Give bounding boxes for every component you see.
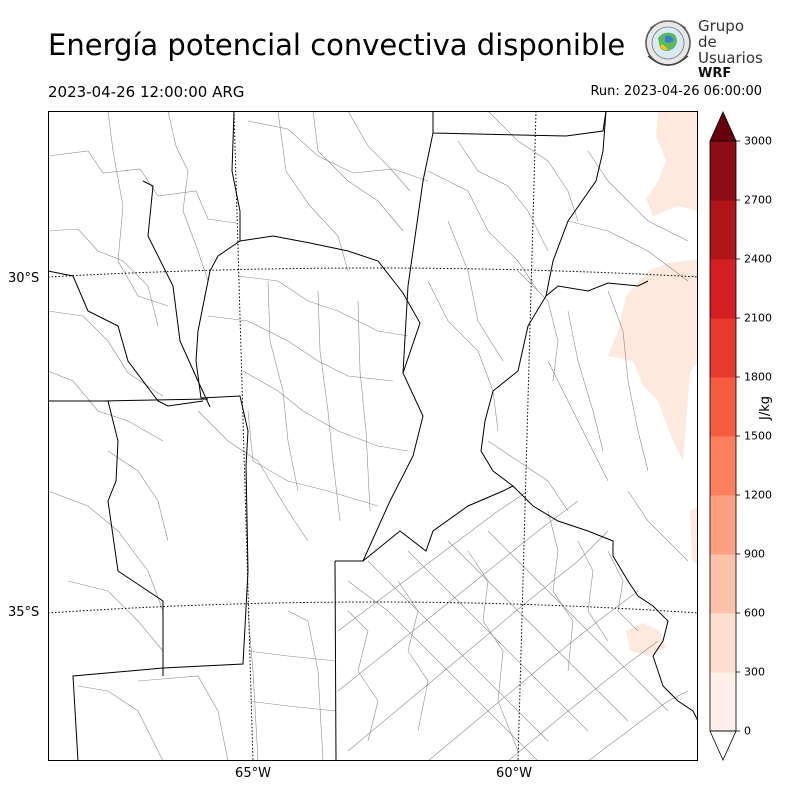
colorbar-tick-label: 1500	[744, 430, 772, 443]
border-path	[195, 270, 249, 467]
colorbar: 0 300 600 900 1200 1500 1800 2100 2400 2700 3000	[709, 111, 772, 761]
colorbar-band	[710, 141, 736, 201]
map-panel	[48, 111, 698, 761]
colorbar-band	[710, 436, 736, 496]
cape-shading	[608, 111, 698, 656]
colorbar-tick-label: 1200	[744, 489, 772, 502]
colorbar-tick-label: 1800	[744, 371, 772, 384]
colorbar-tick-label: 2100	[744, 312, 772, 325]
cape-area-north-east	[646, 111, 698, 216]
border-path	[545, 280, 649, 297]
department-boundaries	[48, 111, 689, 761]
colorbar-tick-label: 300	[744, 666, 765, 679]
border-path	[402, 132, 434, 374]
border-path	[142, 180, 211, 408]
cape-area-coast	[626, 623, 666, 656]
colorbar-tick-label: 600	[744, 607, 765, 620]
colorbar-band	[710, 259, 736, 319]
border-path	[512, 485, 614, 556]
border-path	[432, 111, 607, 137]
colorbar-over-arrow	[709, 111, 737, 142]
map-frame	[48, 111, 698, 761]
border-path	[612, 555, 698, 722]
lon-label-65w: 65°W	[235, 766, 271, 781]
map-background	[48, 111, 698, 761]
colorbar-band	[710, 318, 736, 378]
border-path	[209, 111, 241, 272]
parallel-35s	[48, 601, 698, 614]
colorbar-tick-label: 3000	[744, 135, 772, 148]
logo-text: Grupo de Usuarios WRF	[698, 18, 763, 81]
border-path	[48, 270, 204, 407]
parallel-30s	[48, 267, 698, 278]
cape-area-edge	[690, 506, 698, 566]
colorbar-under-arrow	[709, 730, 737, 761]
border-path	[48, 400, 164, 676]
globe-icon	[645, 20, 691, 66]
valid-time: 2023-04-26 12:00:00 ARG	[48, 83, 245, 101]
colorbar-band	[710, 377, 736, 437]
border-path	[72, 465, 249, 761]
chart-title: Energía potencial convectiva disponible	[48, 28, 626, 62]
border-path	[362, 485, 514, 562]
run-time: Run: 2023-04-26 06:00:00	[590, 84, 762, 99]
cape-area-east	[608, 259, 698, 461]
border-path	[480, 111, 607, 487]
colorbar-band	[710, 495, 736, 555]
colorbar-band	[710, 554, 736, 614]
colorbar-tick-label: 900	[744, 548, 765, 561]
colorbar-tick-label: 2400	[744, 253, 772, 266]
lat-label-35s: 35°S	[8, 605, 40, 620]
lon-label-60w: 60°W	[496, 766, 532, 781]
colorbar-tick-label: 2700	[744, 194, 772, 207]
colorbar-unit-label: J/kg	[758, 396, 773, 420]
colorbar-band	[710, 672, 736, 732]
logo-line-1: Grupo de	[698, 17, 744, 51]
logo-line-2: Usuarios	[698, 49, 763, 67]
lat-label-30s: 30°S	[8, 271, 40, 286]
border-path	[102, 398, 209, 402]
colorbar-band	[710, 613, 736, 673]
province-boundaries	[48, 111, 698, 761]
border-path	[334, 560, 337, 761]
colorbar-tick-label: 0	[744, 725, 751, 738]
graticule	[48, 111, 698, 761]
border-path	[239, 235, 424, 562]
logo-line-3: WRF	[698, 66, 732, 81]
wrf-logo: Grupo de Usuarios WRF	[638, 16, 763, 81]
colorbar-band	[710, 200, 736, 260]
